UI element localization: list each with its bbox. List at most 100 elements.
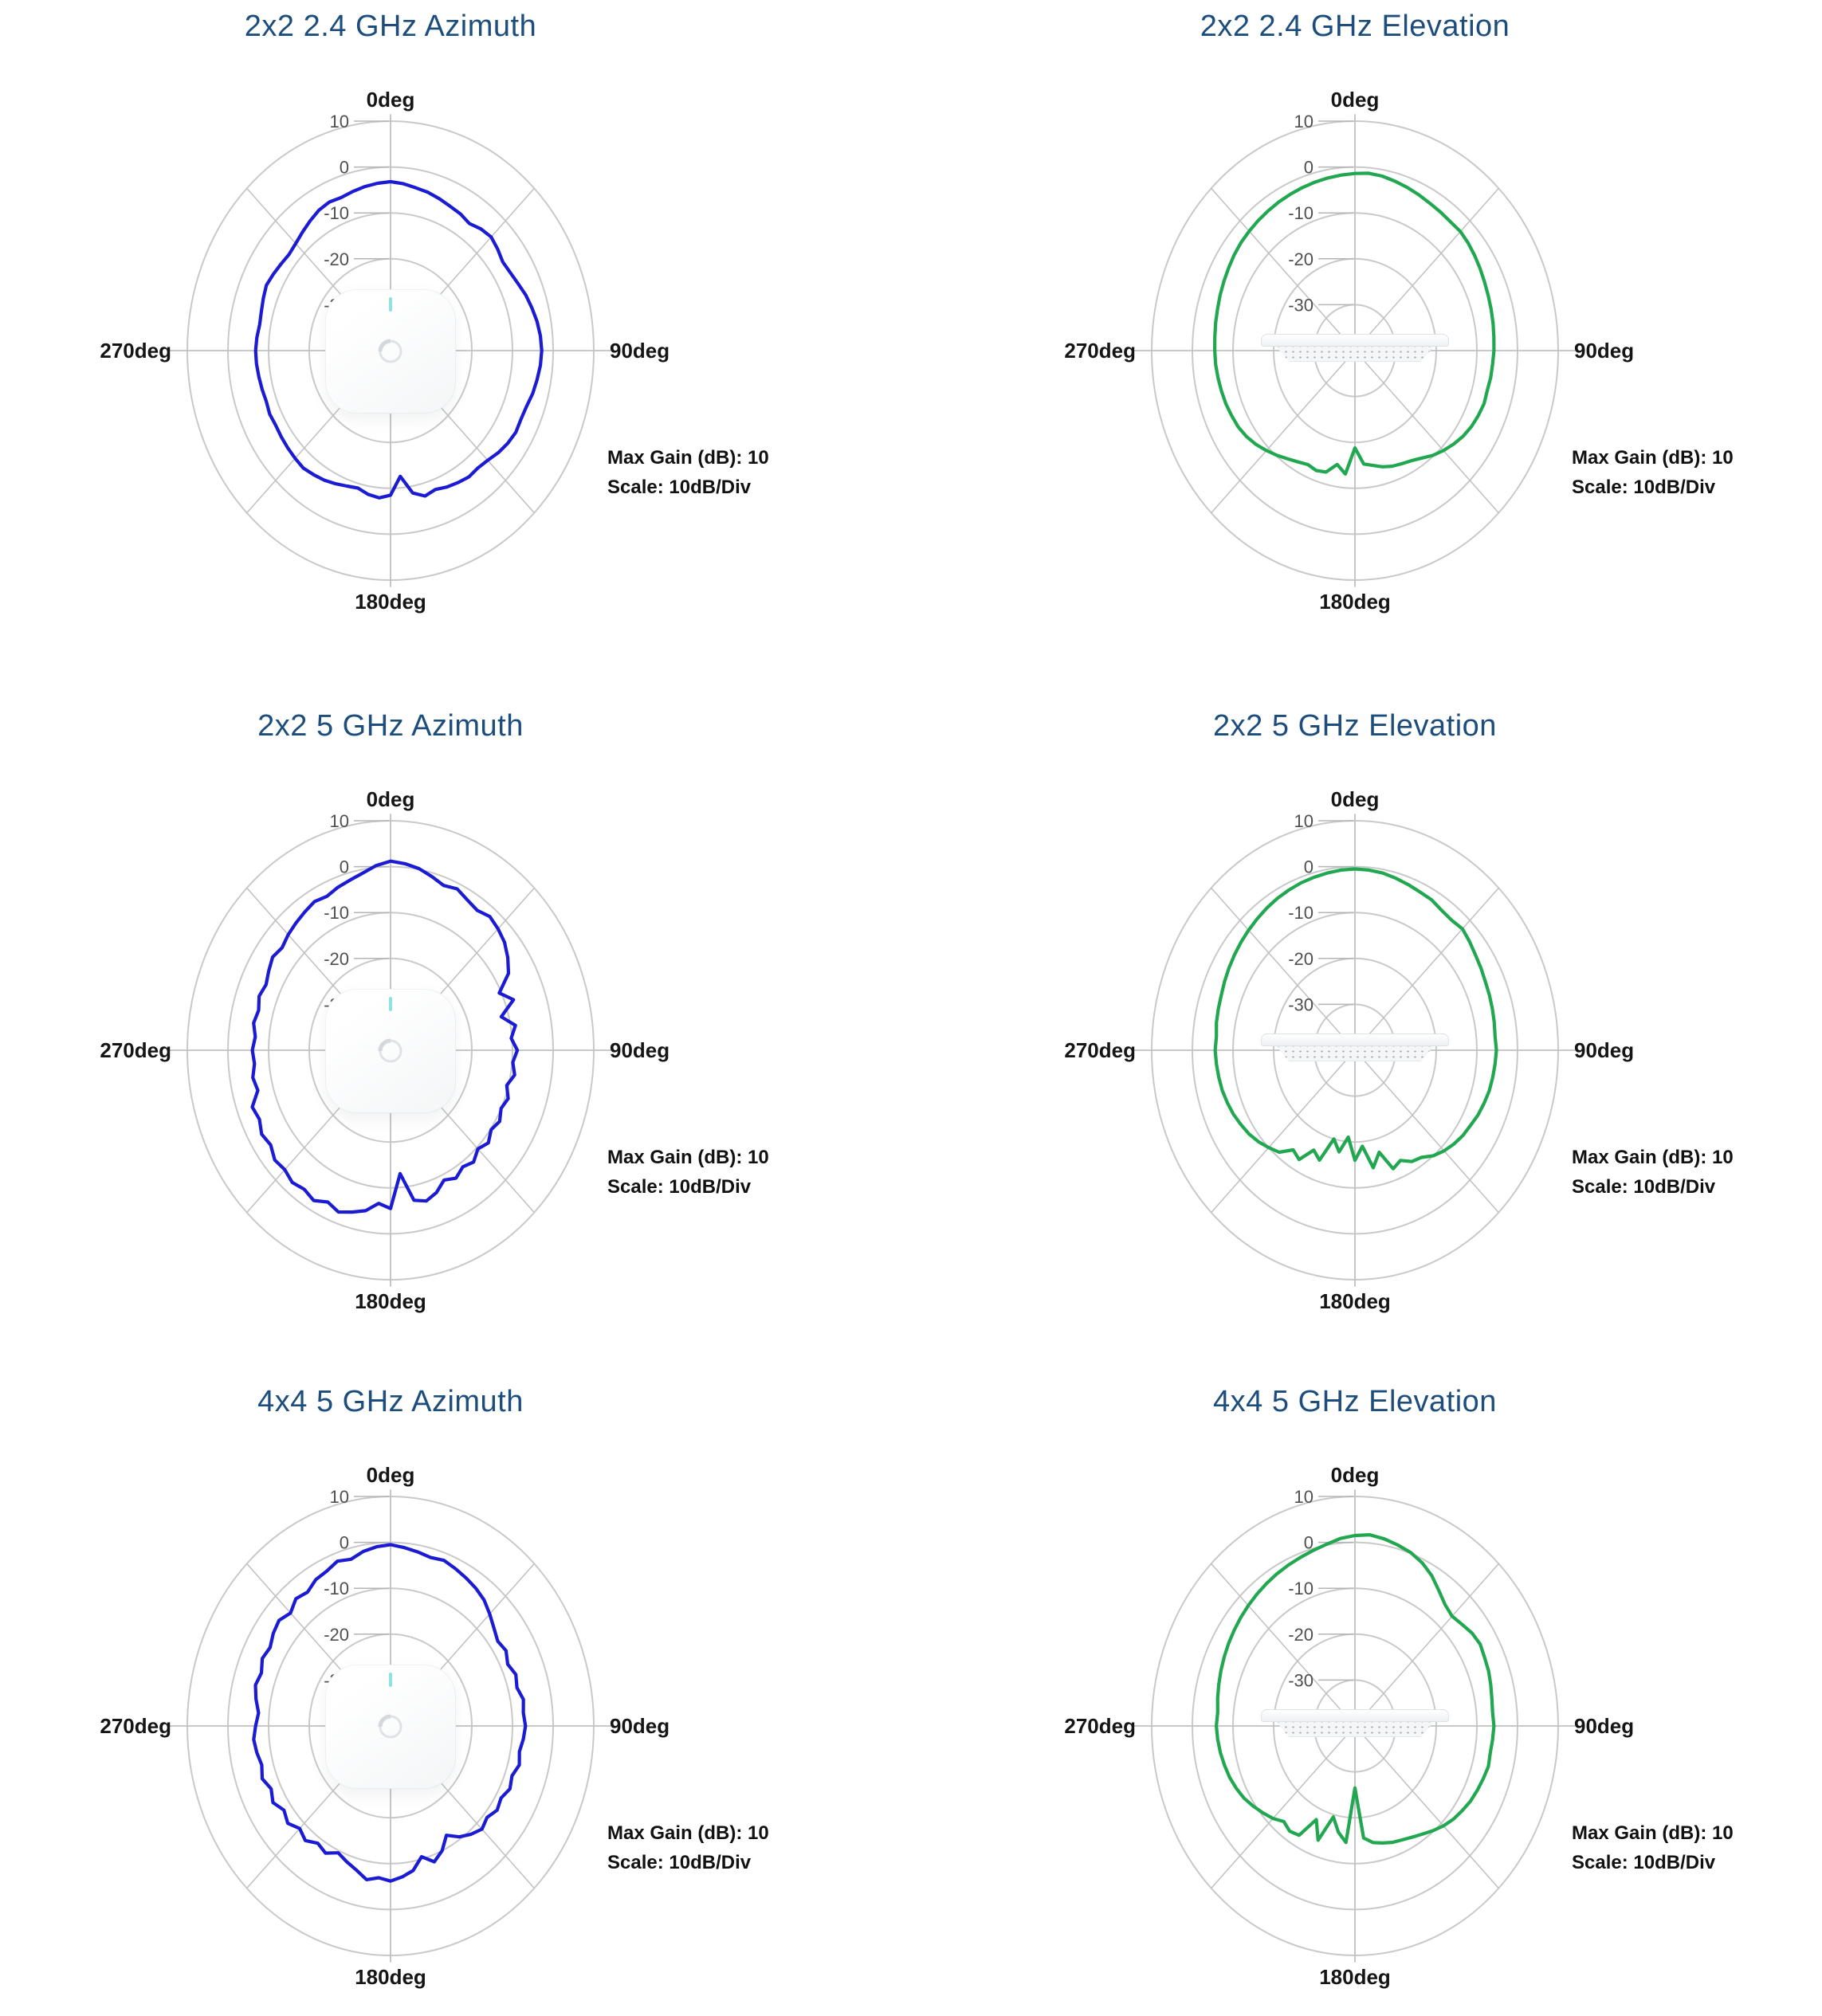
- access-point-top-view-image: [325, 989, 456, 1113]
- radial-tick-label: 10: [330, 1487, 349, 1507]
- radial-tick-label: 0: [1304, 857, 1313, 877]
- scale-label: Scale: 10dB/Div: [1572, 1852, 1716, 1874]
- access-point-side-view-image: [1261, 1709, 1449, 1744]
- angle-label-0deg: 0deg: [1331, 88, 1380, 112]
- chart-title: 2x2 5 GHz Elevation: [1213, 709, 1497, 743]
- ap-side-vents: [1276, 1722, 1434, 1737]
- radial-tick-label: 0: [1304, 1533, 1313, 1553]
- chart-panel-2x2-24ghz-azimuth: 2x2 2.4 GHz Azimuth 100-10-20-300deg90de…: [16, 0, 877, 690]
- radial-tick-label: 10: [1294, 1487, 1313, 1507]
- angle-label-90deg: 90deg: [1574, 1714, 1634, 1738]
- ap-side-vents: [1276, 1046, 1434, 1061]
- radial-tick-label: -10: [324, 203, 349, 223]
- radial-tick-label: 0: [1304, 158, 1313, 178]
- angle-label-0deg: 0deg: [1331, 787, 1380, 811]
- chart-panel-2x2-5ghz-azimuth: 2x2 5 GHz Azimuth 100-10-20-300deg90deg1…: [16, 700, 877, 1390]
- angle-label-0deg: 0deg: [367, 1463, 415, 1487]
- angle-label-90deg: 90deg: [1574, 339, 1634, 363]
- max-gain-label: Max Gain (dB): 10: [607, 447, 769, 469]
- angle-label-0deg: 0deg: [1331, 1463, 1380, 1487]
- radial-tick-label: 10: [330, 811, 349, 831]
- angle-label-90deg: 90deg: [610, 1038, 670, 1062]
- access-point-side-view-image: [1261, 1033, 1449, 1069]
- gain-annotation: Max Gain (dB): 10 Scale: 10dB/Div: [1572, 1143, 1734, 1202]
- ap-side-dome: [1261, 334, 1449, 347]
- chart-panel-2x2-5ghz-elevation: 2x2 5 GHz Elevation 10 0 -10 -20 -30 0deg 90de…: [980, 700, 1822, 1390]
- ap-led-indicator: [389, 297, 392, 312]
- gain-annotation: Max Gain (dB): 10 Scale: 10dB/Div: [607, 1143, 769, 1202]
- max-gain-label: Max Gain (dB): 10: [1572, 1147, 1734, 1168]
- max-gain-label: Max Gain (dB): 10: [607, 1822, 769, 1844]
- chart-panel-4x4-5ghz-elevation: 4x4 5 GHz Elevation 10 0 -10 -20 -30 0deg 90de…: [980, 1375, 1822, 2016]
- ap-side-vents: [1276, 347, 1434, 362]
- gain-annotation: Max Gain (dB): 10 Scale: 10dB/Div: [1572, 443, 1734, 502]
- angle-label-270deg: 270deg: [100, 339, 171, 363]
- radial-tick-label: -20: [1288, 949, 1313, 969]
- radial-tick-label: -10: [1288, 903, 1313, 923]
- max-gain-label: Max Gain (dB): 10: [607, 1147, 769, 1168]
- scale-label: Scale: 10dB/Div: [1572, 1176, 1716, 1198]
- radial-tick-label: -20: [324, 949, 349, 969]
- access-point-top-view-image: [325, 1665, 456, 1789]
- radial-tick-label: 0: [340, 1533, 349, 1553]
- scale-label: Scale: 10dB/Div: [607, 477, 752, 499]
- scale-label: Scale: 10dB/Div: [1572, 477, 1716, 499]
- gain-annotation: Max Gain (dB): 10 Scale: 10dB/Div: [607, 443, 769, 502]
- angle-label-180deg: 180deg: [355, 1965, 426, 1989]
- radial-tick-label: -20: [1288, 249, 1313, 269]
- radial-tick-label: -20: [324, 1625, 349, 1645]
- access-point-side-view-image: [1261, 334, 1449, 369]
- ap-led-indicator: [389, 1673, 392, 1687]
- radial-tick-label: -20: [324, 249, 349, 269]
- radiation-pattern-trace: [1213, 867, 1498, 1171]
- angle-label-270deg: 270deg: [1064, 339, 1136, 363]
- polar-chart-elevation: 10 0 -10 -20 -30 0deg 90deg 180deg 270deg: [1064, 88, 1634, 614]
- gain-annotation: Max Gain (dB): 10 Scale: 10dB/Div: [607, 1818, 769, 1877]
- max-gain-label: Max Gain (dB): 10: [1572, 1822, 1734, 1844]
- radial-tick-label: -20: [1288, 1625, 1313, 1645]
- radiation-pattern-trace: [250, 859, 520, 1214]
- chart-panel-2x2-24ghz-elevation: 2x2 2.4 GHz Elevation 10 0 -10 -20 -30 0deg 90…: [980, 0, 1822, 690]
- chart-title: 2x2 2.4 GHz Azimuth: [244, 10, 537, 43]
- ap-logo-icon: [378, 339, 402, 363]
- chart-title: 4x4 5 GHz Elevation: [1213, 1385, 1497, 1418]
- scale-label: Scale: 10dB/Div: [607, 1176, 752, 1198]
- angle-label-90deg: 90deg: [610, 339, 670, 363]
- radial-tick-label: 10: [1294, 112, 1313, 131]
- radial-tick-label: 10: [1294, 811, 1313, 831]
- radiation-pattern-trace: [253, 179, 544, 500]
- ap-logo-icon: [378, 1038, 402, 1063]
- angle-label-180deg: 180deg: [355, 1289, 426, 1313]
- ap-side-dome: [1261, 1033, 1449, 1046]
- angle-label-0deg: 0deg: [367, 787, 415, 811]
- angle-label-270deg: 270deg: [1064, 1038, 1136, 1062]
- radial-tick-label: 0: [340, 158, 349, 178]
- angle-label-180deg: 180deg: [355, 590, 426, 614]
- chart-title: 2x2 2.4 GHz Elevation: [1200, 10, 1510, 43]
- access-point-top-view-image: [325, 289, 456, 414]
- radiation-pattern-trace: [252, 1543, 528, 1883]
- radial-tick-label: 0: [340, 857, 349, 877]
- radiation-pattern-trace: [1213, 171, 1496, 476]
- max-gain-label: Max Gain (dB): 10: [1572, 447, 1734, 469]
- radial-tick-label: -30: [1288, 1670, 1313, 1690]
- ap-side-dome: [1261, 1709, 1449, 1722]
- radial-tick-label: -10: [324, 903, 349, 923]
- angle-label-90deg: 90deg: [610, 1714, 670, 1738]
- radial-tick-label: -30: [1288, 994, 1313, 1014]
- angle-label-180deg: 180deg: [1319, 1965, 1391, 1989]
- angle-label-180deg: 180deg: [1319, 1289, 1391, 1313]
- radial-tick-label: -10: [324, 1579, 349, 1598]
- ap-logo-icon: [378, 1714, 402, 1739]
- gain-annotation: Max Gain (dB): 10 Scale: 10dB/Div: [1572, 1818, 1734, 1877]
- angle-label-270deg: 270deg: [100, 1038, 171, 1062]
- radial-tick-label: -10: [1288, 1579, 1313, 1598]
- scale-label: Scale: 10dB/Div: [607, 1852, 752, 1874]
- chart-title: 4x4 5 GHz Azimuth: [257, 1385, 524, 1418]
- radiation-pattern-trace: [1215, 1533, 1496, 1845]
- chart-panel-4x4-5ghz-azimuth: 4x4 5 GHz Azimuth 100-10-20-300deg90deg1…: [16, 1375, 877, 2016]
- radial-tick-label: -10: [1288, 203, 1313, 223]
- radial-tick-label: -30: [1288, 295, 1313, 315]
